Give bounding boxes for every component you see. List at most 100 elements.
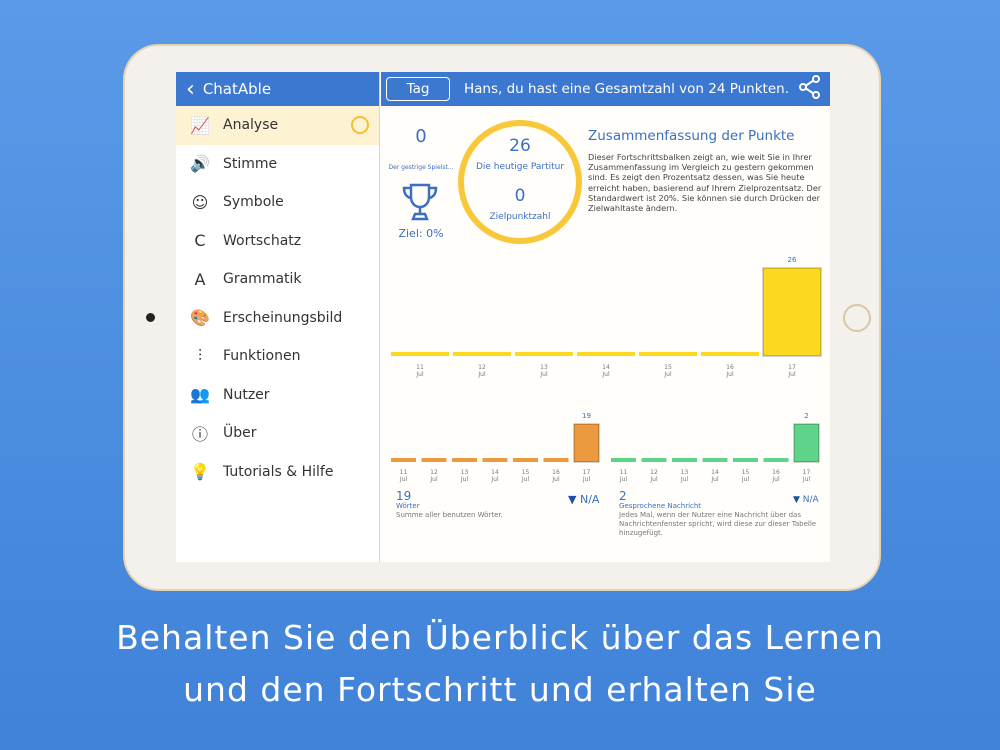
goal-label[interactable]: Ziel: 0%	[398, 227, 444, 240]
bar	[515, 352, 573, 356]
sidebar-item-wortschatz[interactable]: C Wortschatz	[176, 222, 379, 261]
x-tick-label: Jul	[490, 476, 499, 483]
x-tick-label: Jul	[539, 371, 548, 378]
triangle-down-icon: ▼	[793, 495, 803, 505]
yesterday-label: Der gestrige Spielst...	[388, 164, 454, 171]
abc-icon: A	[194, 269, 206, 289]
caption-line-2: und den Fortschritt und erhalten Sie	[183, 670, 817, 709]
back-button[interactable]: ‹ ChatAble	[176, 72, 379, 106]
share-icon[interactable]	[790, 74, 830, 104]
bar	[482, 458, 508, 462]
messages-description: Jedes Mal, wenn der Nutzer eine Nachrich…	[619, 511, 817, 537]
sidebar-item-grammatik[interactable]: A Grammatik	[176, 260, 379, 299]
x-tick-label: Jul	[619, 476, 628, 483]
bar	[733, 458, 758, 462]
bar	[577, 352, 635, 356]
x-tick-label: Jul	[710, 476, 719, 483]
x-tick-label: 14	[711, 469, 719, 476]
target-label: Zielpunktzahl	[489, 212, 551, 222]
header: Tag Hans, du hast eine Gesamtzahl von 24…	[381, 72, 830, 106]
app-title: ChatAble	[202, 80, 272, 98]
sidebar-item-stimme[interactable]: 🔊 Stimme	[176, 145, 379, 184]
bar-value-label: 26	[788, 256, 797, 264]
x-tick-label: 11	[400, 469, 408, 476]
sidebar-item-label: Funktionen	[223, 348, 301, 365]
x-tick-label: Jul	[680, 476, 689, 483]
x-tick-label: 14	[602, 364, 610, 371]
sidebar-item-label: Nutzer	[223, 386, 270, 403]
x-tick-label: Jul	[649, 476, 658, 483]
bar-value-label: 2	[804, 412, 808, 420]
bar-charts: 11Jul12Jul13Jul14Jul15Jul16Jul2617Jul11J…	[391, 256, 822, 483]
camera	[146, 313, 155, 322]
sidebar: ‹ ChatAble 📈 Analyse 🔊 Stimme ☺ Symbole C Wortsc…	[176, 72, 380, 562]
x-tick-label: 17	[788, 364, 796, 371]
x-tick-label: 13	[681, 469, 689, 476]
bar	[513, 458, 538, 462]
sidebar-item-symbole[interactable]: ☺ Symbole	[176, 183, 379, 222]
x-tick-label: Jul	[521, 476, 530, 483]
sidebar-item-label: Grammatik	[223, 271, 302, 288]
bar	[452, 458, 477, 462]
yesterday-score: 0	[415, 126, 427, 147]
x-tick-label: 16	[772, 469, 780, 476]
bar	[702, 458, 728, 462]
x-tick-label: 12	[650, 469, 658, 476]
x-tick-label: Jul	[802, 476, 811, 483]
sidebar-item-funktionen[interactable]: ⫶ Funktionen	[176, 337, 379, 376]
app-screen: ‹ ChatAble 📈 Analyse 🔊 Stimme ☺ Symbole C Wortsc…	[176, 72, 830, 562]
home-button[interactable]	[843, 304, 871, 332]
x-tick-label: 12	[430, 469, 438, 476]
period-button[interactable]: Tag	[386, 77, 450, 101]
x-tick-label: 11	[416, 364, 424, 371]
triangle-down-icon: ▼	[568, 493, 580, 506]
chart-icon: 📈	[190, 115, 210, 135]
x-tick-label: Jul	[399, 476, 408, 483]
palette-icon: 🎨	[190, 308, 210, 328]
x-tick-label: Jul	[551, 476, 560, 483]
sidebar-item-label: Symbole	[223, 194, 284, 211]
users-icon: 👥	[190, 385, 210, 405]
bar	[641, 458, 667, 462]
x-tick-label: Jul	[663, 371, 672, 378]
sidebar-item-erscheinungsbild[interactable]: 🎨 Erscheinungsbild	[176, 299, 379, 338]
x-tick-label: 13	[461, 469, 469, 476]
selected-indicator	[351, 116, 369, 135]
trophy-icon[interactable]	[401, 182, 439, 226]
x-tick-label: Jul	[741, 476, 750, 483]
x-tick-label: Jul	[601, 371, 610, 378]
sidebar-item-tutorials-hilfe[interactable]: 💡 Tutorials & Hilfe	[176, 453, 379, 492]
x-tick-label: 17	[803, 469, 811, 476]
x-tick-label: Jul	[582, 476, 591, 483]
sidebar-item-label: Wortschatz	[223, 232, 302, 249]
x-tick-label: 16	[726, 364, 734, 371]
x-tick-label: Jul	[787, 371, 796, 378]
total-points-message: Hans, du hast eine Gesamtzahl von 24 Pun…	[464, 81, 789, 97]
x-tick-label: Jul	[477, 371, 486, 378]
x-tick-label: Jul	[725, 371, 734, 378]
bar	[762, 267, 822, 357]
bar	[763, 458, 789, 462]
face-icon: ☺	[191, 192, 209, 212]
sidebar-item-label: Über	[223, 425, 257, 442]
bar	[701, 352, 759, 356]
target-score: 0	[514, 186, 526, 206]
bar-value-label: 19	[582, 412, 591, 420]
x-tick-label: 14	[491, 469, 499, 476]
words-title: Wörter	[396, 502, 420, 510]
bar	[421, 458, 447, 462]
letter-c-icon: C	[194, 231, 206, 251]
sidebar-item-über[interactable]: ⓘ Über	[176, 414, 379, 453]
bar	[391, 458, 416, 462]
words-description: Summe aller benutzen Wörter.	[396, 511, 503, 519]
x-tick-label: 15	[522, 469, 530, 476]
summary-description: Dieser Fortschrittsbalken zeigt an, wie …	[588, 152, 822, 214]
bar	[453, 352, 511, 356]
sidebar-item-label: Erscheinungsbild	[223, 309, 343, 326]
today-score-ring	[458, 120, 582, 244]
sidebar-item-nutzer[interactable]: 👥 Nutzer	[176, 376, 379, 415]
sidebar-item-analyse[interactable]: 📈 Analyse	[176, 106, 379, 145]
words-change: ▼ N/A	[568, 493, 599, 506]
messages-change: ▼ N/A	[793, 495, 819, 505]
x-tick-label: Jul	[429, 476, 438, 483]
